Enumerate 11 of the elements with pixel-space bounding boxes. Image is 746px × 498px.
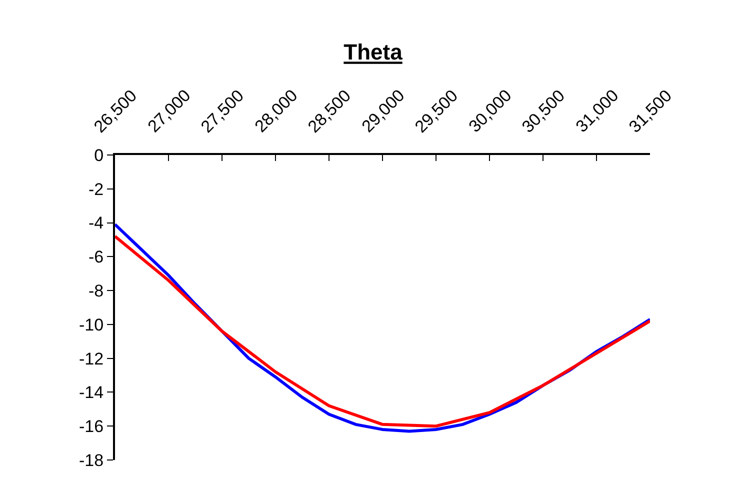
- y-tick-label: 0: [94, 146, 104, 165]
- y-tick-label: -12: [79, 349, 104, 368]
- y-tick-label: -10: [79, 315, 104, 334]
- y-tick-label: -4: [88, 214, 104, 233]
- y-tick-label: -18: [79, 450, 104, 470]
- y-tick-label: -8: [88, 282, 104, 301]
- y-tick-label: -16: [79, 417, 104, 436]
- chart-title: Theta: [344, 40, 404, 65]
- y-tick-label: -2: [88, 180, 104, 199]
- y-tick-label: -6: [88, 248, 104, 267]
- y-tick-label: -14: [79, 383, 104, 402]
